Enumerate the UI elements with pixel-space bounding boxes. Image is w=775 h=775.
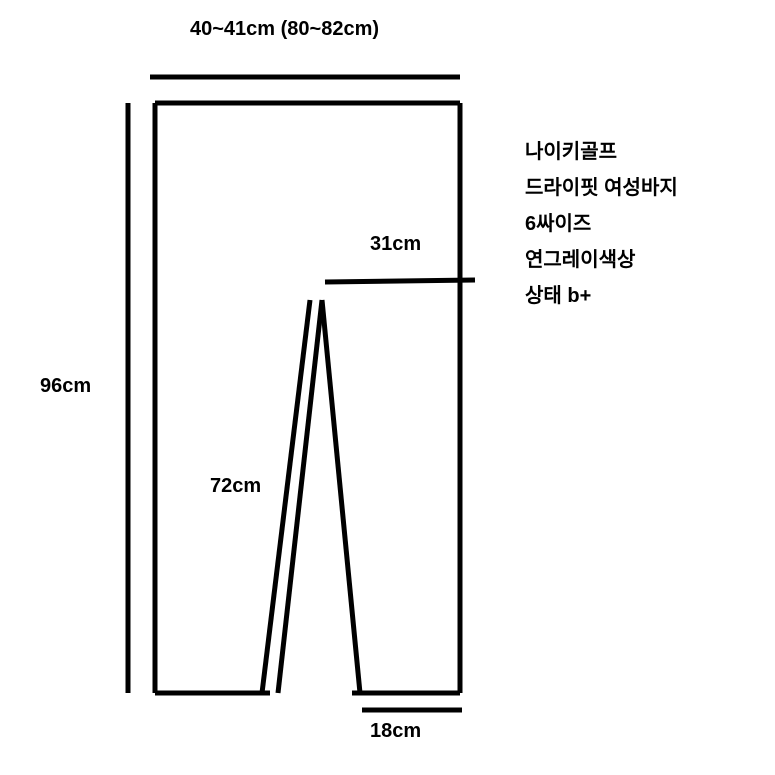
waist-label: 40~41cm (80~82cm) — [190, 18, 379, 41]
description-line-3: 연그레이색상 — [525, 243, 635, 272]
description-line-4: 상태 b+ — [525, 279, 591, 308]
garment-diagram-svg — [0, 0, 775, 775]
description-line-2: 6싸이즈 — [525, 207, 591, 236]
hem-label: 18cm — [370, 720, 421, 743]
outline-inseam-right — [322, 300, 360, 693]
thigh-label: 31cm — [370, 233, 421, 256]
description-line-1: 드라이핏 여성바지 — [525, 171, 678, 200]
description-line-0: 나이키골프 — [525, 135, 617, 164]
length-label: 96cm — [40, 375, 91, 398]
inseam-label: 72cm — [210, 475, 261, 498]
thigh-indicator-line — [325, 280, 475, 282]
